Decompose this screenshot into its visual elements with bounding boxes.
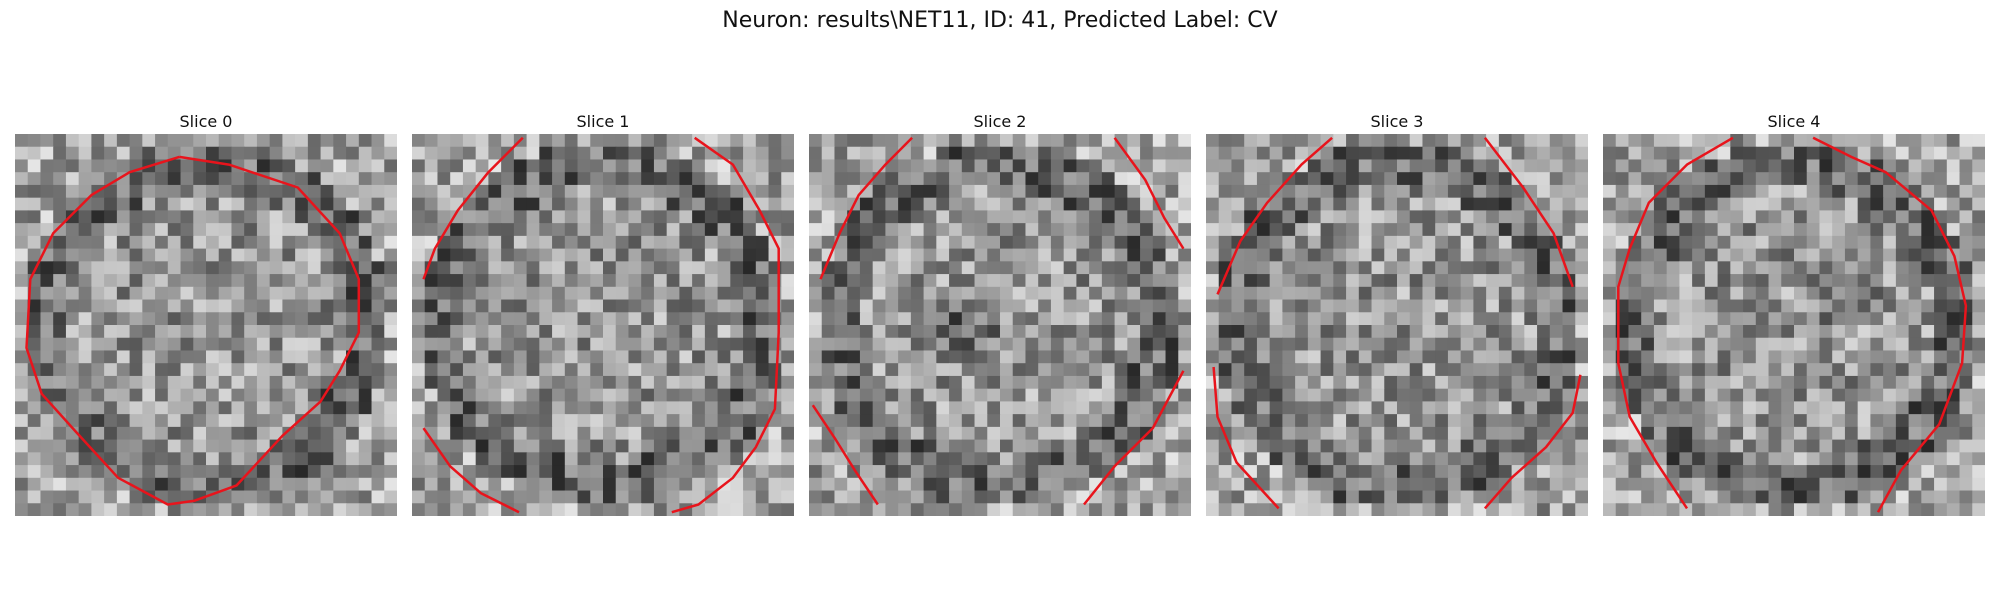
slice-image-1	[412, 134, 794, 516]
pixel-grid-1	[412, 134, 794, 516]
figure-title: Neuron: results\NET11, ID: 41, Predicted…	[722, 8, 1278, 33]
contour-line-4-1	[1617, 136, 1734, 510]
slice-image-0	[15, 134, 397, 516]
pixel-grid-3	[1206, 134, 1588, 516]
contour-line-0-0	[25, 155, 361, 506]
slice-title-1: Slice 1	[576, 112, 630, 131]
slice-title-2: Slice 2	[973, 112, 1027, 131]
contour-line-4-0	[1812, 136, 1968, 513]
slice-panel-2: Slice 2	[809, 110, 1191, 516]
slice-image-4	[1603, 134, 1985, 516]
slice-panel-4: Slice 4	[1603, 110, 1985, 516]
contour-line-2-3	[1083, 370, 1185, 506]
contour-line-1-1	[671, 136, 780, 514]
pixel-grid-4	[1603, 134, 1985, 516]
contour-line-1-2	[422, 427, 520, 514]
contour-line-2-0	[819, 136, 913, 280]
slice-title-3: Slice 3	[1370, 112, 1424, 131]
contour-line-3-3	[1483, 374, 1582, 510]
contour-line-1-0	[422, 136, 524, 280]
contour-line-3-2	[1212, 366, 1280, 510]
slice-title-0: Slice 0	[179, 112, 233, 131]
contour-line-2-1	[1113, 137, 1185, 250]
pixel-grid-2	[809, 134, 1191, 516]
contour-line-3-0	[1216, 136, 1333, 295]
slice-panel-0: Slice 0	[15, 110, 397, 516]
slice-image-3	[1206, 134, 1588, 516]
slice-panel-1: Slice 1	[412, 110, 794, 516]
pixel-grid-0	[15, 134, 397, 516]
slice-panel-3: Slice 3	[1206, 110, 1588, 516]
slice-title-4: Slice 4	[1767, 112, 1821, 131]
contour-line-2-2	[811, 404, 879, 506]
slice-image-2	[809, 134, 1191, 516]
contour-line-3-1	[1483, 137, 1574, 288]
